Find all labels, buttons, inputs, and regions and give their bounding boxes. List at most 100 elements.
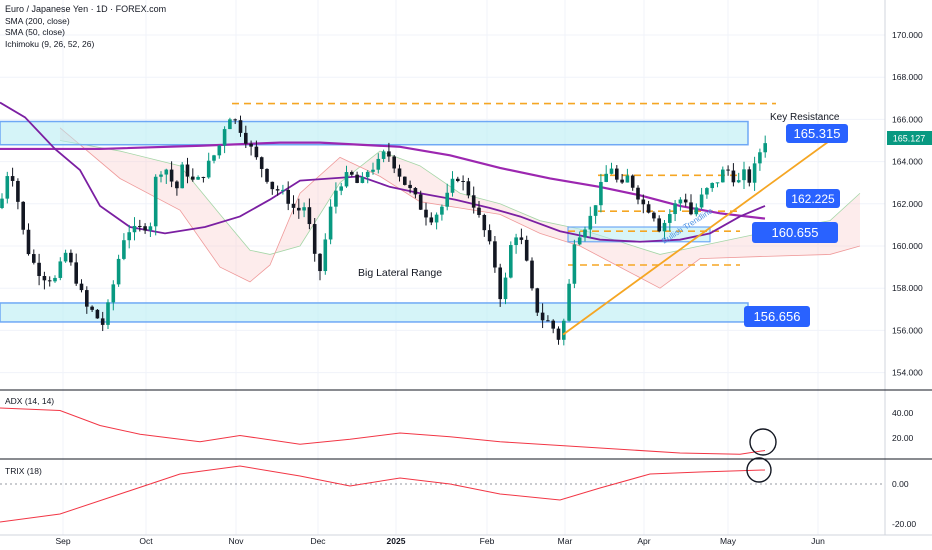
- candle-body: [201, 176, 206, 178]
- candle-body: [16, 180, 20, 202]
- candle-body: [249, 143, 253, 147]
- candle-body: [498, 267, 502, 300]
- candle-body: [185, 164, 190, 177]
- candle-body: [646, 204, 651, 213]
- candle-body: [159, 174, 163, 177]
- candle-body: [392, 156, 396, 169]
- level-box-160-655[interactable]: 160.655: [752, 222, 838, 243]
- candle-body: [281, 189, 285, 191]
- candle-body: [715, 182, 720, 184]
- candle-body: [297, 207, 301, 211]
- adx-highlight-circle: [749, 428, 777, 456]
- candle-body: [169, 169, 174, 182]
- price-tick-label: 158.000: [892, 283, 923, 293]
- candle-body: [477, 207, 481, 215]
- candle-body: [206, 160, 211, 178]
- candle-body: [106, 302, 110, 325]
- candle-body: [652, 212, 656, 219]
- candle-body: [212, 155, 216, 161]
- candle-body: [196, 176, 200, 180]
- level-box-156-656-label: 156.656: [754, 309, 801, 324]
- candle-body: [450, 178, 455, 193]
- candle-body: [344, 172, 349, 187]
- trix-label[interactable]: TRIX (18): [5, 466, 42, 476]
- time-tick-label: Dec: [310, 536, 326, 546]
- candle-body: [747, 169, 752, 183]
- symbol-title[interactable]: Euro / Japanese Yen · 1D · FOREX.com: [5, 4, 167, 14]
- candle-body: [699, 194, 704, 208]
- candle-body: [604, 173, 608, 182]
- time-axis: Sep Oct Nov Dec 2025 Feb Mar Apr May Jun: [55, 536, 825, 546]
- price-tick-label: 154.000: [892, 368, 923, 378]
- candle-body: [763, 143, 767, 153]
- candle-body: [710, 182, 714, 189]
- price-tick-label: 170.000: [892, 30, 923, 40]
- price-tick-label: 168.000: [892, 72, 923, 82]
- candle-body: [74, 262, 78, 284]
- indicator-sma200[interactable]: SMA (200, close): [5, 15, 70, 26]
- level-box-160-655-label: 160.655: [772, 225, 819, 240]
- adx-tick-40: 40.00: [892, 408, 914, 418]
- candle-body: [302, 207, 306, 211]
- adx-label[interactable]: ADX (14, 14): [5, 396, 55, 406]
- price-tick-label: 164.000: [892, 157, 923, 167]
- candle-body: [334, 190, 338, 207]
- candle-body: [418, 194, 423, 210]
- candle-body: [79, 283, 84, 291]
- trendline-line: [562, 139, 831, 336]
- candle-body: [668, 214, 672, 223]
- level-box-162-225-label: 162.225: [791, 192, 835, 206]
- candle-body: [413, 188, 418, 195]
- candle-body: [63, 252, 68, 262]
- candle-body: [535, 288, 540, 313]
- candle-body: [323, 239, 328, 272]
- candle-body: [408, 184, 412, 189]
- candle-body: [620, 179, 624, 183]
- candle-body: [0, 198, 4, 209]
- candle-body: [641, 199, 646, 205]
- candle-body: [577, 237, 582, 245]
- candle-body: [307, 207, 312, 225]
- candle-body: [721, 169, 725, 183]
- candle-body: [339, 186, 343, 191]
- candle-body: [122, 240, 126, 259]
- level-box-156-656[interactable]: 156.656: [744, 306, 810, 327]
- candle-body: [69, 252, 73, 263]
- candle-body: [291, 203, 296, 208]
- candle-body: [440, 206, 444, 215]
- candle-body: [556, 328, 561, 340]
- candle-body: [625, 175, 630, 183]
- candle-body: [530, 260, 534, 289]
- trix-pane: [0, 457, 885, 523]
- candle-body: [445, 192, 449, 207]
- indicator-ichimoku[interactable]: Ichimoku (9, 26, 52, 26): [5, 38, 95, 49]
- candle-body: [705, 188, 709, 195]
- chart-legend: Euro / Japanese Yen · 1D · FOREX.com SMA…: [5, 4, 166, 50]
- candle-body: [21, 201, 25, 230]
- candle-body: [228, 119, 232, 130]
- candle-body: [615, 168, 619, 180]
- candle-body: [143, 226, 147, 231]
- candle-body: [583, 229, 587, 238]
- price-tick-label: 162.000: [892, 199, 923, 209]
- candle-body: [683, 199, 688, 203]
- candle-body: [540, 312, 545, 321]
- candle-body: [148, 226, 153, 231]
- candle-body: [132, 225, 137, 233]
- candle-body: [32, 254, 36, 263]
- candle-body: [387, 151, 391, 157]
- candles: [0, 115, 767, 346]
- time-tick-label: Mar: [558, 536, 573, 546]
- candle-body: [58, 261, 63, 278]
- candle-body: [138, 225, 142, 227]
- candle-body: [328, 206, 333, 240]
- candle-body: [657, 218, 661, 232]
- level-box-165-315[interactable]: 165.315: [786, 124, 848, 143]
- indicator-sma50[interactable]: SMA (50, close): [5, 27, 65, 37]
- candle-body: [742, 169, 746, 181]
- candle-body: [689, 202, 693, 215]
- candle-body: [180, 164, 184, 189]
- candle-body: [164, 169, 169, 175]
- level-box-162-225[interactable]: 162.225: [786, 189, 840, 208]
